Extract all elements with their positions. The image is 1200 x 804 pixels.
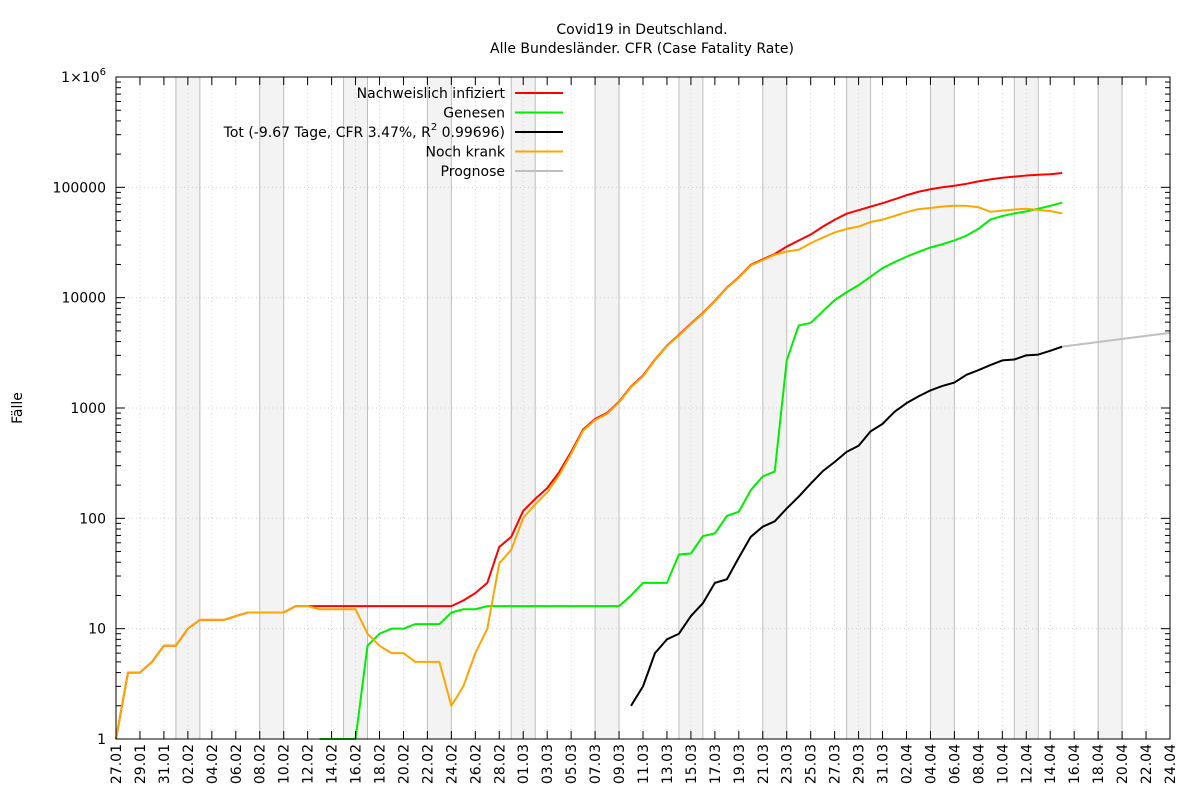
y-tick-labels: 1 10 100 1000 10000 100000 1×106: [53, 67, 106, 748]
series-line-2: [630, 345, 1063, 707]
x-tick-labels: 27.01 29.01 31.01 02.02 04.02 06.02 08.02 10.02…: [109, 744, 1179, 784]
y-tick-label: 1000: [70, 401, 106, 417]
x-tick-label: 02.04: [900, 744, 916, 784]
x-tick-label: 09.03: [612, 744, 628, 784]
x-tick-label: 20.04: [1115, 744, 1131, 784]
chart-title: Covid19 in Deutschland.: [556, 22, 727, 38]
chart-subtitle: Alle Bundesländer. CFR (Case Fatality Ra…: [490, 41, 794, 57]
x-tick-label: 31.03: [876, 744, 892, 784]
x-tick-label: 08.02: [253, 744, 269, 784]
x-tick-label: 18.02: [373, 744, 389, 784]
y-tick-label: 100000: [53, 180, 106, 196]
weekend-band: [1014, 77, 1039, 739]
y-tick-label: 10: [88, 622, 106, 638]
weekend-band: [678, 77, 703, 739]
x-tick-label: 15.03: [684, 744, 700, 784]
legend-label: Tot (-9.67 Tage, CFR 3.47%, R2 0.99696): [223, 122, 505, 141]
legend-label: Prognose: [441, 164, 505, 180]
x-tick-label: 24.02: [444, 744, 460, 784]
x-tick-label: 12.04: [1019, 744, 1035, 784]
weekend-band: [595, 77, 620, 739]
legend-label: Noch krank: [426, 145, 506, 161]
legend-label: Genesen: [443, 106, 505, 122]
y-tick-label: 1×106: [61, 67, 106, 86]
y-axis-label: Fälle: [10, 392, 26, 424]
x-tick-label: 08.04: [971, 744, 987, 784]
series-line-3: [115, 204, 1063, 740]
x-tick-label: 02.02: [181, 744, 197, 784]
x-tick-label: 10.02: [277, 744, 293, 784]
x-tick-label: 06.04: [947, 744, 963, 784]
x-tick-label: 20.02: [396, 744, 412, 784]
x-tick-label: 17.03: [708, 744, 724, 784]
x-tick-label: 03.03: [540, 744, 556, 784]
x-tick-label: 01.03: [516, 744, 532, 784]
x-tick-label: 26.02: [468, 744, 484, 784]
x-tick-label: 24.04: [1163, 744, 1179, 784]
y-tick-label: 10000: [61, 291, 106, 307]
weekend-band: [511, 77, 536, 739]
weekend-band: [846, 77, 871, 739]
x-tick-label: 29.01: [133, 744, 149, 784]
x-tick-label: 29.03: [852, 744, 868, 784]
x-tick-label: 31.01: [157, 744, 173, 784]
series-lines: [115, 172, 1171, 740]
x-tick-label: 27.01: [109, 744, 125, 784]
x-tick-label: 16.04: [1067, 744, 1083, 784]
weekend-band: [175, 77, 200, 739]
x-tick-label: 22.04: [1139, 744, 1155, 784]
axes: [115, 76, 1171, 740]
x-tick-label: 05.03: [564, 744, 580, 784]
x-tick-label: 23.03: [780, 744, 796, 784]
weekend-band: [259, 77, 284, 739]
x-tick-label: 06.02: [229, 744, 245, 784]
x-tick-label: 18.04: [1091, 744, 1107, 784]
x-tick-label: 19.03: [732, 744, 748, 784]
series-line-4: [1062, 331, 1171, 348]
weekend-band: [343, 77, 368, 739]
x-tick-label: 16.02: [349, 744, 365, 784]
x-tick-label: 13.03: [660, 744, 676, 784]
x-tick-label: 04.04: [923, 744, 939, 784]
x-tick-label: 12.02: [301, 744, 317, 784]
x-tick-label: 04.02: [205, 744, 221, 784]
x-tick-label: 27.03: [828, 744, 844, 784]
x-tick-label: 22.02: [420, 744, 436, 784]
x-tick-label: 14.04: [1043, 744, 1059, 784]
weekend-bands: [175, 77, 1123, 739]
x-tick-label: 11.03: [636, 744, 652, 784]
x-tick-label: 25.03: [804, 744, 820, 784]
y-tick-label: 1: [97, 732, 106, 748]
series-line-1: [319, 201, 1063, 740]
y-tick-label: 100: [79, 511, 106, 527]
legend-label: Nachweislich infiziert: [357, 86, 506, 102]
x-tick-label: 07.03: [588, 744, 604, 784]
x-tick-label: 14.02: [325, 744, 341, 784]
weekend-band: [930, 77, 955, 739]
x-tick-label: 21.03: [756, 744, 772, 784]
x-tick-label: 10.04: [995, 744, 1011, 784]
grid: [115, 77, 1171, 740]
weekend-band: [427, 77, 452, 739]
x-tick-label: 28.02: [492, 744, 508, 784]
weekend-band: [762, 77, 787, 739]
weekend-band: [1098, 77, 1123, 739]
